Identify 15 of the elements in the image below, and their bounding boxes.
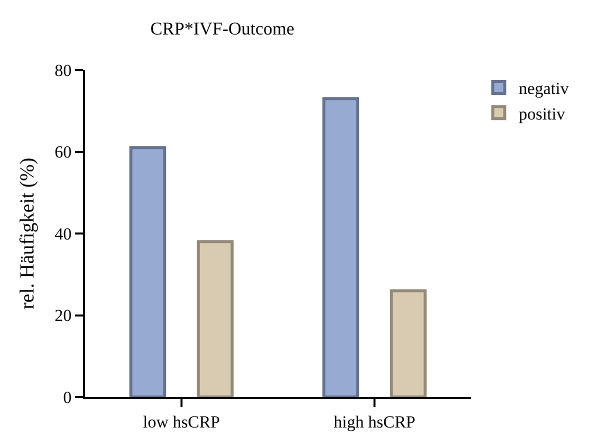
x-tick-label: high hsCRP <box>334 412 416 432</box>
y-tick-label: 80 <box>54 60 72 80</box>
y-axis-title: rel. Häufigkeit (%) <box>16 158 39 310</box>
y-tick-label: 20 <box>54 306 72 326</box>
x-tick-label: low hsCRP <box>143 412 220 432</box>
legend-label: positiv <box>518 104 566 124</box>
bar <box>322 97 360 397</box>
bar <box>196 240 234 397</box>
y-tick-label: 60 <box>54 142 72 162</box>
bar <box>129 146 166 397</box>
y-tick-label: 0 <box>63 388 72 407</box>
legend-label: negativ <box>518 79 570 98</box>
bar <box>390 289 427 397</box>
chart-title: CRP*IVF-Outcome <box>150 18 294 39</box>
y-tick-label: 40 <box>54 224 72 244</box>
